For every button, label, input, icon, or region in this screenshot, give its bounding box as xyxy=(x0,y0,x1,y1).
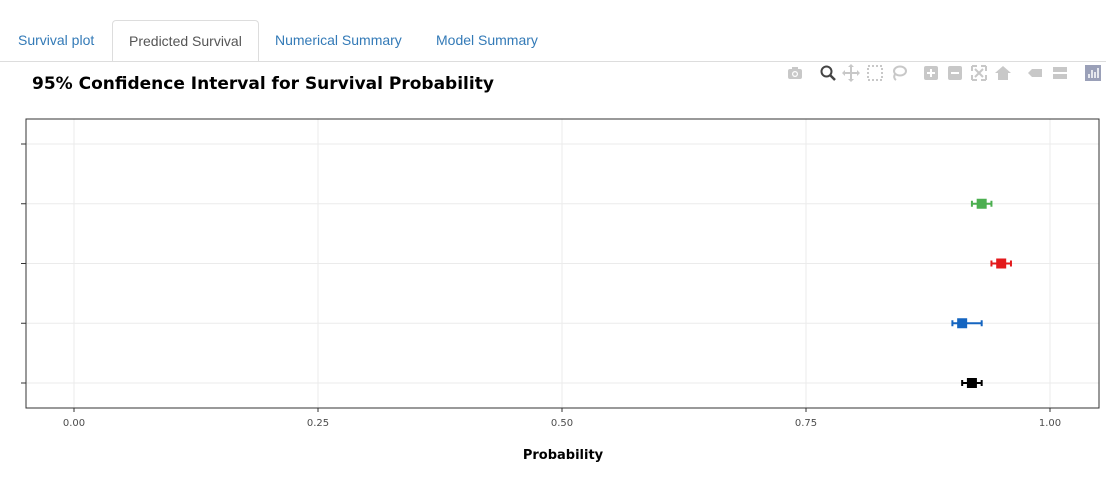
plot-border xyxy=(25,118,1100,409)
zoom-out-icon[interactable] xyxy=(946,64,964,82)
tab-bar: Survival plot Predicted Survival Numeric… xyxy=(0,0,1106,62)
x-tick-label: 0.50 xyxy=(551,418,573,429)
x-tick-label: 1.00 xyxy=(1039,418,1061,429)
chart-title: 95% Confidence Interval for Survival Pro… xyxy=(32,74,494,94)
x-axis-label: Probability xyxy=(522,448,604,463)
reset-axes-icon[interactable] xyxy=(994,64,1012,82)
tab-numerical-summary[interactable]: Numerical Summary xyxy=(275,32,402,48)
x-tick-label: 0.25 xyxy=(307,418,329,429)
hover-closest-icon[interactable] xyxy=(1026,64,1044,82)
plotly-logo-icon[interactable] xyxy=(1084,64,1102,82)
chart-plot: 0.00 0.25 0.50 0.75 1.00 xyxy=(21,118,1100,429)
zoom-icon[interactable] xyxy=(819,64,837,82)
box-select-icon[interactable] xyxy=(866,64,884,82)
autoscale-icon[interactable] xyxy=(970,64,988,82)
x-tick-label: 0.00 xyxy=(63,418,85,429)
data-point xyxy=(957,318,968,329)
camera-icon[interactable] xyxy=(786,64,804,82)
zoom-in-icon[interactable] xyxy=(922,64,940,82)
x-tick-label: 0.75 xyxy=(795,418,817,429)
data-point xyxy=(996,258,1007,269)
tab-model-summary[interactable]: Model Summary xyxy=(436,32,538,48)
data-point xyxy=(966,378,977,388)
lasso-icon[interactable] xyxy=(890,64,908,82)
tab-divider xyxy=(0,61,1106,62)
tab-survival-plot[interactable]: Survival plot xyxy=(18,32,95,48)
pan-icon[interactable] xyxy=(842,64,860,82)
data-point xyxy=(976,198,987,209)
x-axis-label-wrap: Probability xyxy=(0,446,1106,464)
hover-compare-icon[interactable] xyxy=(1050,64,1068,82)
tab-predicted-survival[interactable]: Predicted Survival xyxy=(112,20,259,62)
